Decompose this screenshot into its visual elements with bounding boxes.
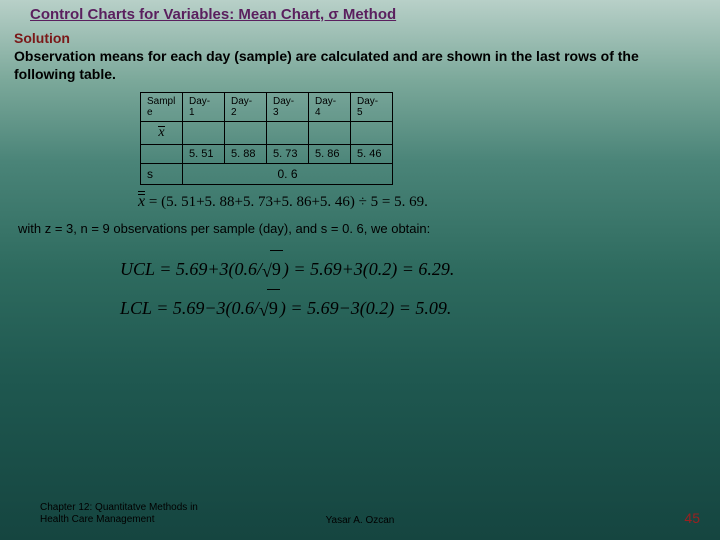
xdbar-symbol: x (138, 193, 145, 211)
th-day1: Day-1 (183, 92, 225, 121)
mean-d5: 5. 46 (351, 144, 393, 163)
footer-page-number: 45 (684, 510, 700, 526)
mean-d4: 5. 86 (309, 144, 351, 163)
s-label: s (141, 163, 183, 184)
means-row: 5. 51 5. 88 5. 73 5. 86 5. 46 (141, 144, 393, 163)
grand-mean-expr: = (5. 51+5. 88+5. 73+5. 86+5. 46) ÷ 5 = … (149, 194, 428, 210)
table-header-row: Sample Day-1 Day-2 Day-3 Day-4 Day-5 (141, 92, 393, 121)
mean-d3: 5. 73 (267, 144, 309, 163)
solution-block: Solution Observation means for each day … (0, 27, 720, 92)
th-day4: Day-4 (309, 92, 351, 121)
s-value: 0. 6 (183, 163, 393, 184)
means-table-wrap: Sample Day-1 Day-2 Day-3 Day-4 Day-5 x 5… (0, 92, 720, 185)
formulae-block: UCL = 5.69+3(0.6/√9) = 5.69+3(0.2) = 6.2… (0, 244, 720, 328)
xbar-symbol: x (158, 125, 164, 141)
s-row: s 0. 6 (141, 163, 393, 184)
solution-label: Solution (14, 30, 70, 46)
solution-text: Observation means for each day (sample) … (14, 48, 639, 82)
mean-d1: 5. 51 (183, 144, 225, 163)
xbar-symbol-cell: x (141, 121, 183, 144)
mean-d2: 5. 88 (225, 144, 267, 163)
grand-mean-line: x = (5. 51+5. 88+5. 73+5. 86+5. 46) ÷ 5 … (0, 185, 720, 217)
slide-title: Control Charts for Variables: Mean Chart… (0, 0, 720, 27)
xbar-row: x (141, 121, 393, 144)
footer-chapter: Chapter 12: Quantitatve Methods in Healt… (40, 502, 200, 526)
th-day2: Day-2 (225, 92, 267, 121)
footer-author: Yasar A. Ozcan (326, 515, 395, 526)
means-table: Sample Day-1 Day-2 Day-3 Day-4 Day-5 x 5… (140, 92, 393, 185)
observation-line: with z = 3, n = 9 observations per sampl… (0, 217, 720, 244)
lcl-formula: LCL = 5.69−3(0.6/√9) = 5.69−3(0.2) = 5.0… (120, 289, 720, 328)
th-day5: Day-5 (351, 92, 393, 121)
ucl-formula: UCL = 5.69+3(0.6/√9) = 5.69+3(0.2) = 6.2… (120, 250, 720, 289)
th-sample: Sample (141, 92, 183, 121)
th-day3: Day-3 (267, 92, 309, 121)
